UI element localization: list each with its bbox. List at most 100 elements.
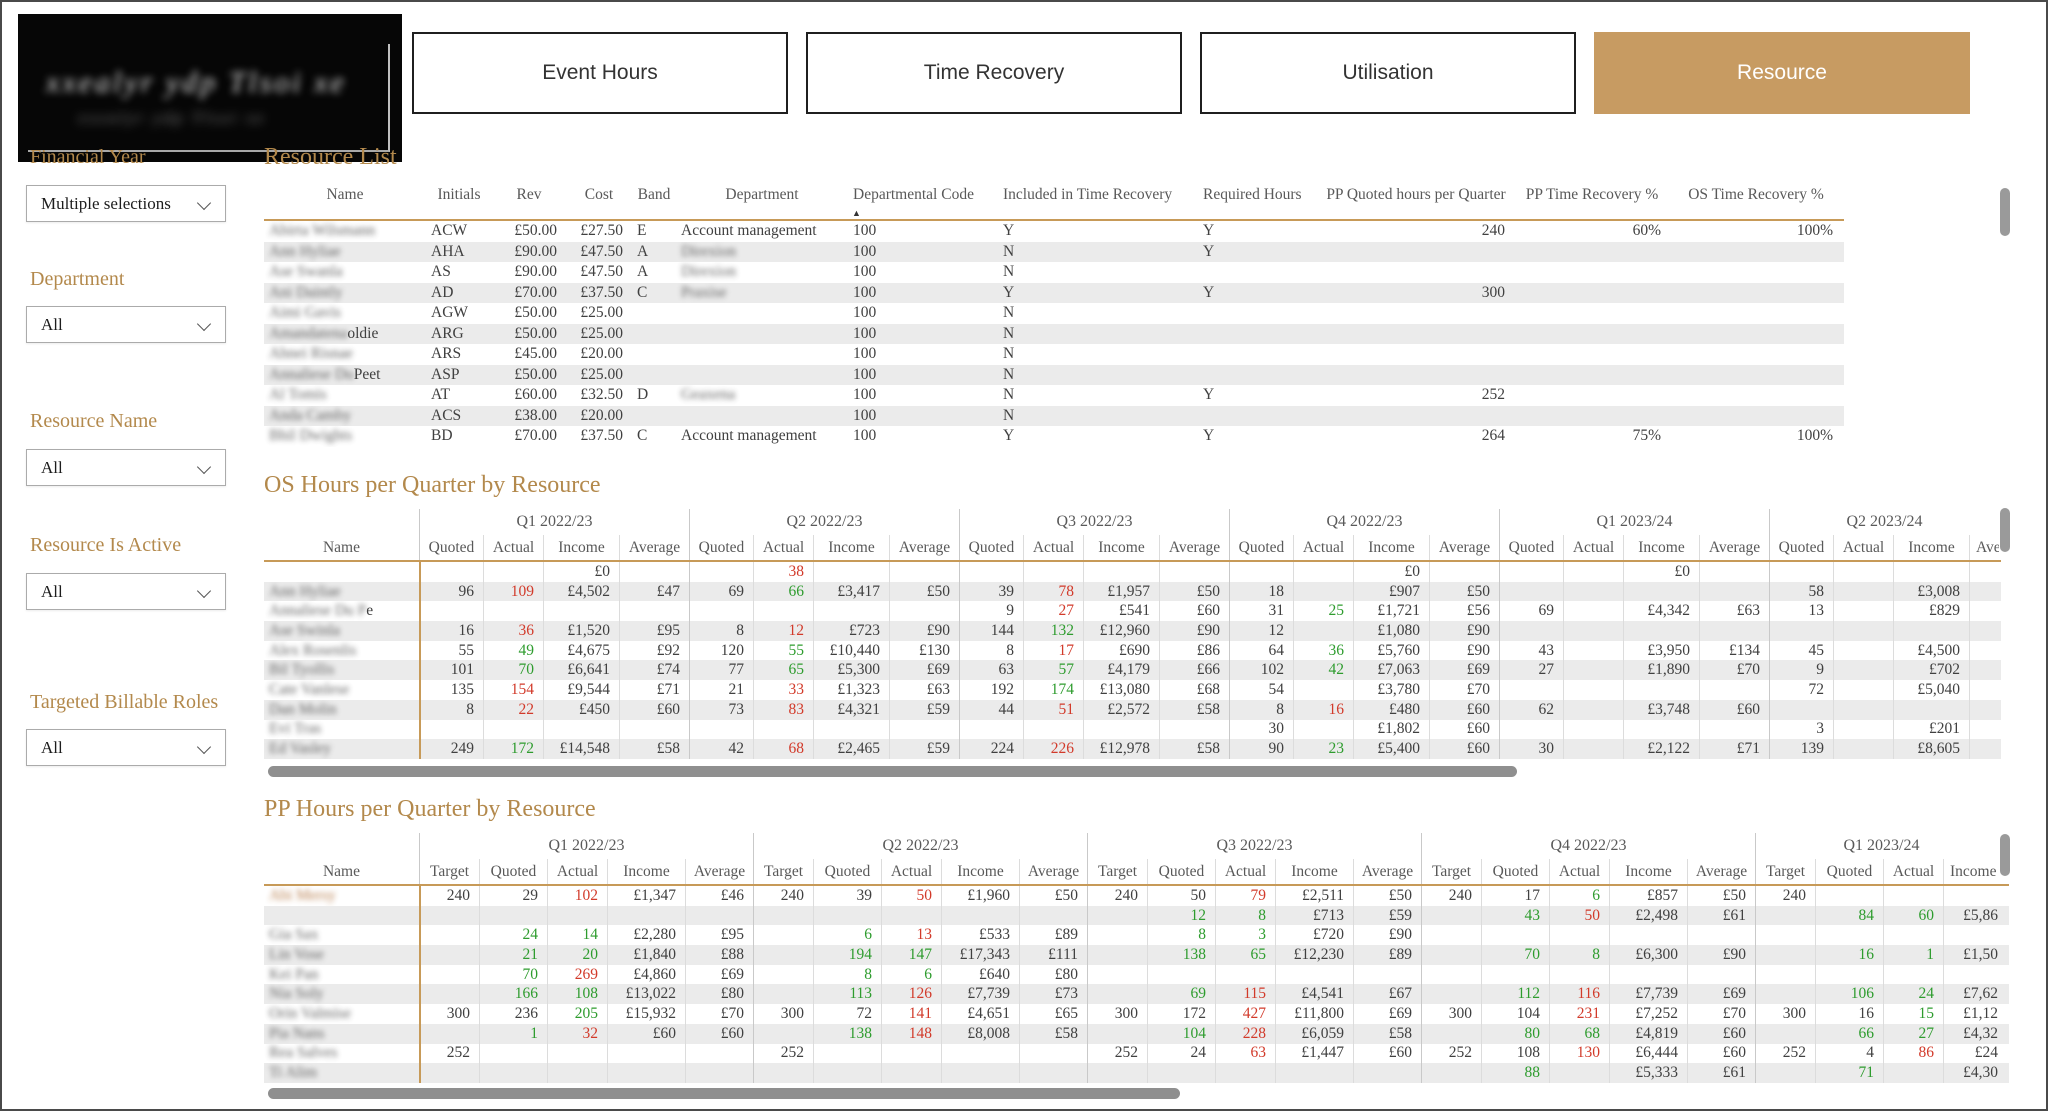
column-header-q2-2022-23-target[interactable]: Target <box>753 859 813 884</box>
column-header-q2-2022-23-average[interactable]: Average <box>889 535 959 560</box>
column-header-q2-2022-23-actual[interactable]: Actual <box>881 859 941 884</box>
table-row[interactable]: Ase Swinla 16 36 £1,520 £95 8 12 £723 £90 144 132 £… <box>264 621 2001 641</box>
column-header-q3-2022-23-target[interactable]: Target <box>1087 859 1147 884</box>
column-header-band[interactable]: Band <box>637 186 671 203</box>
column-header-q3-2022-23-average[interactable]: Average <box>1159 535 1229 560</box>
column-header-departmental-code[interactable]: Departmental Code <box>853 186 974 203</box>
column-header-q4-2022-23-average[interactable]: Average <box>1687 859 1755 884</box>
column-header-initials[interactable]: Initials <box>437 186 481 203</box>
column-header-q4-2022-23-income[interactable]: Income <box>1353 535 1429 560</box>
column-header-q2-2022-23-average[interactable]: Average <box>1019 859 1087 884</box>
table-row[interactable]: Alex Rosenlis 55 49 £4,675 £92 120 55 £10,440 £1… <box>264 640 2001 661</box>
column-header-q2-2022-23-income[interactable]: Income <box>941 859 1019 884</box>
column-header-os-time-recovery[interactable]: OS Time Recovery % <box>1688 186 1824 203</box>
column-header-q4-2022-23-actual[interactable]: Actual <box>1549 859 1609 884</box>
table-row[interactable]: Gia Sax 24 14 £2,280 £95 6 13 £533 £89 8 3 £720 £90 <box>264 925 2009 946</box>
filter-dropdown-department[interactable]: All <box>26 306 226 343</box>
table-row[interactable]: Orin Valmise 300 236 205 £15,932 £70 300 72 141 £… <box>264 1004 2009 1024</box>
tab-event-hours[interactable]: Event Hours <box>412 32 788 114</box>
filter-dropdown-resource-is-active[interactable]: All <box>26 573 226 610</box>
table-row[interactable]: Ed Vasley 249 172 £14,548 £58 42 68 £2,465 £59 22… <box>264 739 2001 759</box>
column-header-q3-2022-23-income[interactable]: Income <box>1275 859 1353 884</box>
filter-dropdown-targeted-billable-roles[interactable]: All <box>26 729 226 766</box>
table-row[interactable]: Ti Alim 88 £5,333 £61 71 £4,30 <box>264 1063 2009 1083</box>
column-header-q4-2022-23-average[interactable]: Average <box>1429 535 1499 560</box>
column-header-q4-2022-23-quoted[interactable]: Quoted <box>1481 859 1549 884</box>
column-header-pp-time-recovery[interactable]: PP Time Recovery % <box>1525 186 1659 203</box>
table-row[interactable]: Bhil Dwights BD £70.00 £37.50 C Account manag… <box>264 426 1844 447</box>
resource-list-vscrollbar[interactable] <box>2000 188 2010 236</box>
table-row[interactable]: Abirta Wilsmann ACW £50.00 £27.50 E Account m… <box>264 221 1844 242</box>
table-row[interactable]: Lin Vose 21 20 £1,840 £88 194 147 £17,343 £111 13… <box>264 945 2009 965</box>
column-header-q1-2022-23-income[interactable]: Income <box>543 535 619 560</box>
table-row[interactable]: Ann Hyliae 96 109 £4,502 £47 69 66 £3,417 £50 39 7… <box>264 581 2001 602</box>
table-row[interactable]: £0 38 £0 £0 <box>264 562 2001 582</box>
table-row[interactable]: Aimi Gavis AGW £50.00 £25.00 100 N <box>264 303 1844 324</box>
column-header-q1-2022-23-quoted[interactable]: Quoted <box>479 859 547 884</box>
column-header-q2-2023-24-income[interactable]: Income <box>1893 535 1969 560</box>
column-header-q3-2022-23-actual[interactable]: Actual <box>1023 535 1083 560</box>
table-row[interactable]: Nia Soly 166 108 £13,022 £80 113 126 £7,739 £73 6… <box>264 984 2009 1005</box>
pp-table-hscrollbar[interactable] <box>268 1088 1180 1099</box>
table-row[interactable]: Rea Salves 252 252 252 24 63 £1,447 £60 252 108 13… <box>264 1043 2009 1064</box>
table-row[interactable]: Annaliese Du Peet ASP £50.00 £25.00 100 N <box>264 364 1844 385</box>
os-table-vscrollbar[interactable] <box>2000 508 2010 552</box>
column-header-q2-2023-24-average[interactable]: Average <box>1969 535 1999 560</box>
tab-utilisation[interactable]: Utilisation <box>1200 32 1576 114</box>
table-row[interactable]: Ani Daintly AD £70.00 £37.50 C Praxise 100 Y Y 30… <box>264 282 1844 303</box>
table-row[interactable]: Cate Vanlese 135 154 £9,544 £71 21 33 £1,323 £63… <box>264 680 2001 700</box>
column-header-q1-2023-24-income[interactable]: Income <box>1623 535 1699 560</box>
column-header-q1-2022-23-target[interactable]: Target <box>419 859 479 884</box>
column-header-q3-2022-23-quoted[interactable]: Quoted <box>959 535 1023 560</box>
column-header-required-hours[interactable]: Required Hours <box>1203 186 1302 203</box>
column-header-q2-2023-24-quoted[interactable]: Quoted <box>1769 535 1833 560</box>
column-header-cost[interactable]: Cost <box>584 186 614 203</box>
filter-dropdown-financial-year[interactable]: Multiple selections <box>26 185 226 222</box>
table-row[interactable]: Ahnei Risnae ARS £45.00 £20.00 100 N <box>264 344 1844 365</box>
filter-dropdown-resource-name[interactable]: All <box>26 449 226 486</box>
column-header-included-in-time-recovery[interactable]: Included in Time Recovery <box>1003 186 1173 203</box>
column-header-q1-2022-23-actual[interactable]: Actual <box>547 859 607 884</box>
column-header-q3-2022-23-quoted[interactable]: Quoted <box>1147 859 1215 884</box>
column-header-q4-2022-23-quoted[interactable]: Quoted <box>1229 535 1293 560</box>
table-row[interactable]: Kei Pan 70 269 £4,860 £69 8 6 £640 £80 <box>264 964 2009 985</box>
column-header-department[interactable]: Department <box>725 186 799 203</box>
column-header-q1-2023-24-average[interactable]: Average <box>1699 535 1769 560</box>
column-header-q1-2022-23-income[interactable]: Income <box>607 859 685 884</box>
table-row[interactable]: Bil Tyollis 101 70 £6,641 £74 77 65 £5,300 £69 63… <box>264 660 2001 681</box>
column-header-q2-2022-23-actual[interactable]: Actual <box>753 535 813 560</box>
tab-resource[interactable]: Resource <box>1594 32 1970 114</box>
table-row[interactable]: Ase Swanla AS £90.00 £47.50 A Direxion 100 N <box>264 262 1844 283</box>
column-header-q2-2022-23-quoted[interactable]: Quoted <box>813 859 881 884</box>
column-header-q3-2022-23-average[interactable]: Average <box>1353 859 1421 884</box>
table-row[interactable]: Ann Hyliae AHA £90.00 £47.50 A Direxion 100 N Y <box>264 241 1844 262</box>
column-header-name[interactable]: Name <box>322 538 360 556</box>
column-header-q1-2023-24-actual[interactable]: Actual <box>1563 535 1623 560</box>
column-header-q1-2022-23-average[interactable]: Average <box>619 535 689 560</box>
table-row[interactable]: Dan Molin 8 22 £450 £60 73 83 £4,321 £59 44 51 £2,5… <box>264 699 2001 720</box>
column-header-q2-2022-23-quoted[interactable]: Quoted <box>689 535 753 560</box>
table-row[interactable]: Evi Tras 30 £1,802 £60 3 £201 <box>264 719 2001 740</box>
column-header-q4-2022-23-actual[interactable]: Actual <box>1293 535 1353 560</box>
column-header-q4-2022-23-target[interactable]: Target <box>1421 859 1481 884</box>
column-header-q2-2023-24-actual[interactable]: Actual <box>1833 535 1893 560</box>
column-header-q1-2022-23-quoted[interactable]: Quoted <box>419 535 483 560</box>
column-header-pp-quoted-hours-per-quarter[interactable]: PP Quoted hours per Quarter <box>1326 186 1506 203</box>
table-row[interactable]: Amandatena oldie ARG £50.00 £25.00 100 N <box>264 323 1844 344</box>
table-row[interactable]: Abi Mersy 240 29 102 £1,347 £46 240 39 50 £1,960 £… <box>264 886 2009 906</box>
column-header-name[interactable]: Name <box>326 186 364 203</box>
column-header-q3-2022-23-actual[interactable]: Actual <box>1215 859 1275 884</box>
table-row[interactable]: 12 8 £713 £59 43 50 £2,498 £61 84 60 £5,86 <box>264 905 2009 926</box>
table-row[interactable]: Anda Camby ACS £38.00 £20.00 100 N <box>264 405 1844 426</box>
column-header-q1-2022-23-actual[interactable]: Actual <box>483 535 543 560</box>
column-header-q1-2023-24-income[interactable]: Income <box>1943 859 2007 884</box>
column-header-q1-2022-23-average[interactable]: Average <box>685 859 753 884</box>
column-header-q4-2022-23-income[interactable]: Income <box>1609 859 1687 884</box>
column-header-name[interactable]: Name <box>322 862 360 880</box>
column-header-q1-2023-24-actual[interactable]: Actual <box>1883 859 1943 884</box>
column-header-q1-2023-24-target[interactable]: Target <box>1755 859 1815 884</box>
tab-time-recovery[interactable]: Time Recovery <box>806 32 1182 114</box>
os-table-hscrollbar[interactable] <box>268 766 1517 777</box>
column-header-q3-2022-23-income[interactable]: Income <box>1083 535 1159 560</box>
